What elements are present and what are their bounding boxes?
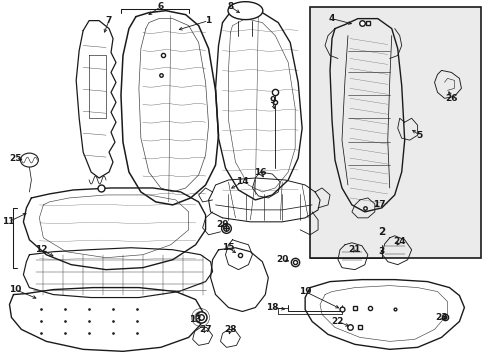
Text: 3: 3 [378,247,384,256]
Ellipse shape [227,2,262,20]
Text: 6: 6 [157,2,163,11]
Text: 21: 21 [348,245,361,254]
Ellipse shape [20,153,38,167]
Text: 13: 13 [189,315,202,324]
Text: 14: 14 [236,177,248,186]
Text: 28: 28 [224,325,236,334]
Text: 11: 11 [2,217,15,226]
Bar [309,7,480,258]
Text: 15: 15 [222,243,234,252]
Text: 7: 7 [105,16,112,25]
Text: 23: 23 [434,313,447,322]
Text: 26: 26 [444,94,457,103]
Text: 2: 2 [377,227,385,237]
Text: 8: 8 [227,2,233,11]
Text: 5: 5 [416,131,422,140]
Text: 29: 29 [216,220,228,229]
Text: 4: 4 [328,14,334,23]
Text: 27: 27 [199,325,211,334]
Text: 10: 10 [9,285,21,294]
Text: 25: 25 [9,154,21,163]
Text: 16: 16 [254,167,266,176]
Text: 9: 9 [268,96,275,105]
Text: 17: 17 [373,201,386,210]
Text: 24: 24 [392,237,405,246]
Text: 18: 18 [265,303,278,312]
Text: 12: 12 [35,245,47,254]
Text: 22: 22 [331,317,344,326]
Text: 1: 1 [205,16,211,25]
Text: 20: 20 [276,255,288,264]
Text: 19: 19 [298,287,311,296]
